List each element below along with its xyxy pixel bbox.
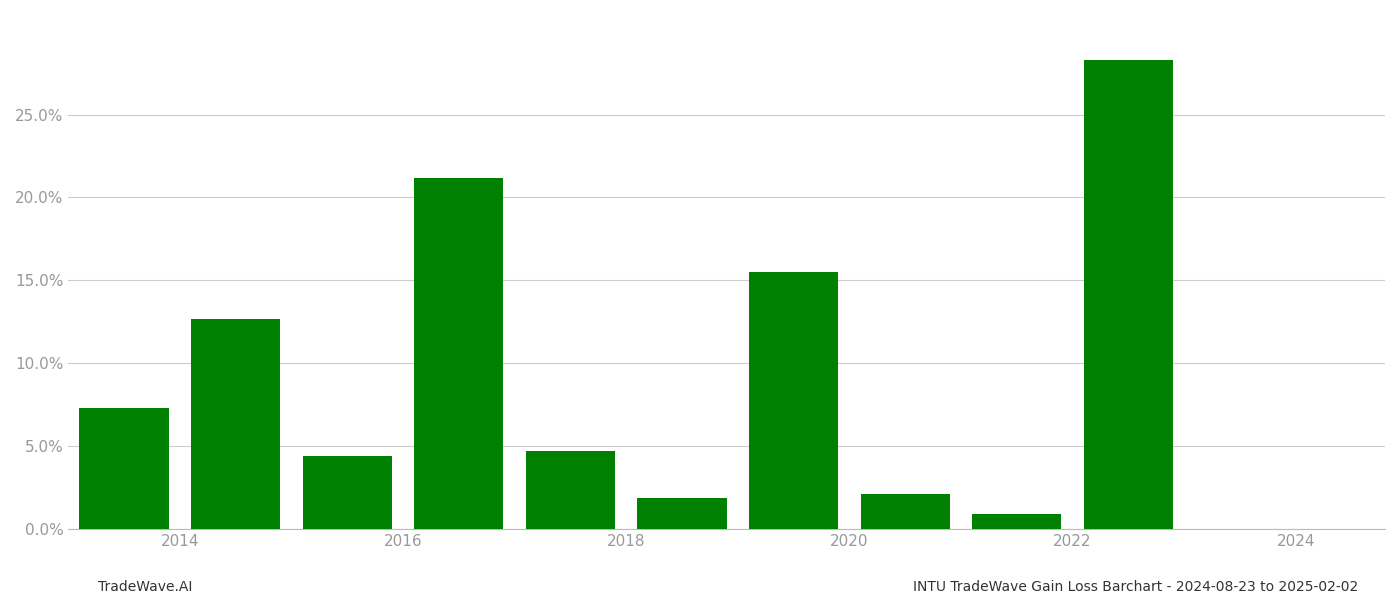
Bar — [637, 497, 727, 529]
Bar — [1084, 60, 1173, 529]
Bar — [190, 319, 280, 529]
Text: INTU TradeWave Gain Loss Barchart - 2024-08-23 to 2025-02-02: INTU TradeWave Gain Loss Barchart - 2024… — [913, 580, 1358, 594]
Bar — [861, 494, 949, 529]
Bar — [80, 408, 168, 529]
Bar — [526, 451, 615, 529]
Text: TradeWave.AI: TradeWave.AI — [98, 580, 192, 594]
Bar — [972, 514, 1061, 529]
Bar — [302, 456, 392, 529]
Bar — [414, 178, 504, 529]
Bar — [749, 272, 839, 529]
